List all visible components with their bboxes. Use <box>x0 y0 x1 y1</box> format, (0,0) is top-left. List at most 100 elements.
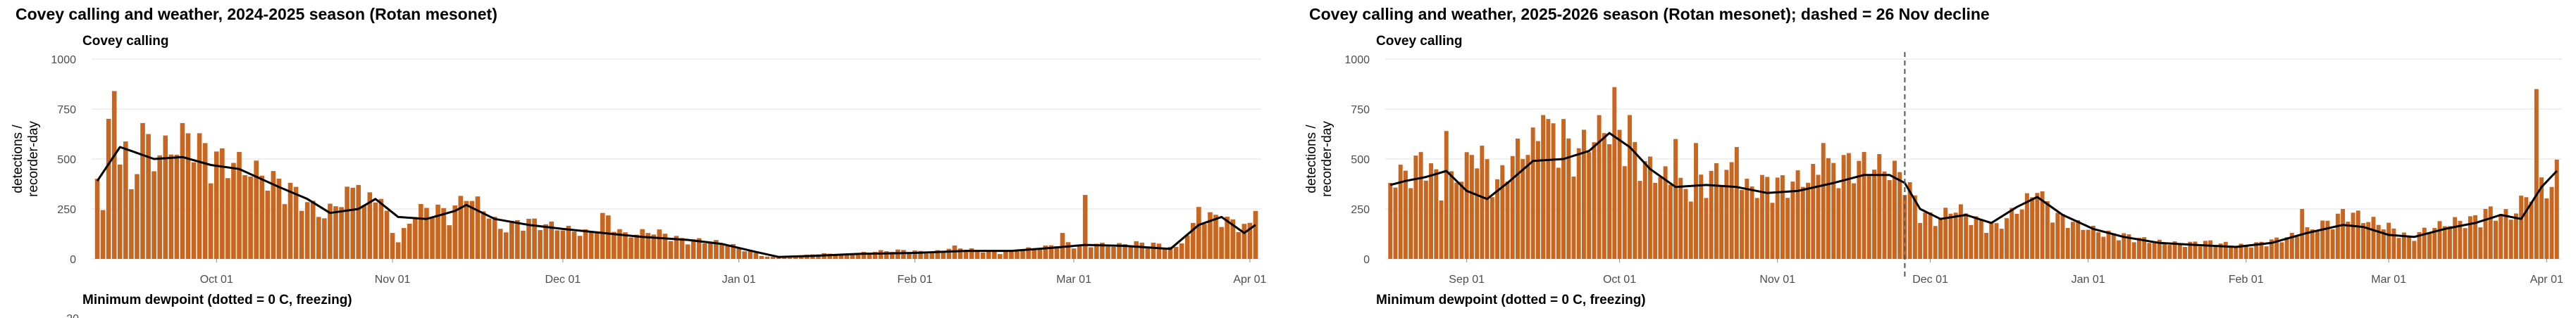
bar <box>94 179 100 259</box>
bar <box>708 241 713 259</box>
bar <box>2117 240 2122 259</box>
bar <box>2371 217 2376 259</box>
bar <box>2055 212 2060 259</box>
bar <box>441 208 446 259</box>
bar <box>2142 237 2147 259</box>
bar <box>1500 165 1505 259</box>
bar <box>1597 115 1602 259</box>
bar <box>2320 220 2325 259</box>
bar <box>1826 158 1831 259</box>
bar <box>1999 229 2004 259</box>
bar <box>464 201 469 259</box>
bar <box>390 233 395 259</box>
bar <box>1530 127 1535 259</box>
bar <box>1469 155 1474 259</box>
bar <box>1100 243 1105 259</box>
bar <box>1418 152 1423 259</box>
bar <box>1607 144 1612 259</box>
bar <box>623 232 628 259</box>
bar <box>1673 139 1678 259</box>
bar <box>458 196 464 259</box>
x-tick-label: Oct 01 <box>1603 274 1636 286</box>
y-axis-label-line: detections / <box>11 125 25 193</box>
bar <box>1009 250 1014 259</box>
bar <box>1429 163 1434 259</box>
bar <box>2122 233 2126 259</box>
bar <box>1897 172 1902 259</box>
panel-2024-2025: Covey calling and weather, 2024-2025 sea… <box>11 5 1267 318</box>
bar <box>1179 243 1184 259</box>
bar <box>1633 141 1637 259</box>
bar <box>691 239 696 259</box>
bar <box>1872 170 1876 259</box>
x-tick-label: Feb 01 <box>2229 274 2264 286</box>
bar <box>1750 186 1754 259</box>
bar <box>1247 222 1253 259</box>
bar <box>770 257 776 259</box>
bar <box>719 243 724 259</box>
bar <box>1663 166 1668 259</box>
bar <box>566 225 571 259</box>
bar <box>924 253 929 259</box>
bar <box>736 247 741 259</box>
bar <box>1994 223 1999 259</box>
bar <box>2264 246 2269 259</box>
bar <box>1077 245 1082 259</box>
bar <box>231 163 236 259</box>
bar <box>276 178 282 259</box>
bar <box>2010 208 2014 259</box>
bar <box>2234 246 2238 259</box>
bar <box>1190 222 1196 259</box>
bar <box>1699 174 1704 259</box>
bar <box>958 248 963 259</box>
bar <box>1475 168 1480 259</box>
y-axis-label: detections /recorder-day <box>1304 121 1335 197</box>
bar <box>2442 226 2447 259</box>
bar <box>1806 182 1811 259</box>
bar <box>1790 182 1795 259</box>
bar <box>1785 198 1790 259</box>
bar <box>941 250 946 259</box>
bar <box>2407 235 2412 259</box>
bar <box>1754 198 1759 259</box>
bar <box>316 217 321 259</box>
bar <box>617 229 622 259</box>
bar <box>1816 174 1821 259</box>
bar <box>1043 246 1048 259</box>
bar <box>2478 227 2483 259</box>
bar <box>1054 246 1060 259</box>
bar <box>1882 171 1887 259</box>
bar <box>1852 183 1857 259</box>
bar <box>1253 210 1258 259</box>
bar <box>322 218 327 259</box>
bar <box>237 151 242 259</box>
bar <box>912 250 917 259</box>
bar <box>497 229 503 259</box>
bar <box>1202 224 1207 259</box>
bar <box>1658 177 1663 259</box>
bar <box>1408 188 1413 259</box>
bar <box>151 171 156 259</box>
bar <box>628 237 633 259</box>
bar <box>2229 245 2234 259</box>
bar <box>1688 201 1693 259</box>
bar <box>1923 212 1928 259</box>
x-tick-label: Apr 01 <box>1233 274 1266 286</box>
bar <box>407 223 412 259</box>
bar <box>1490 197 1494 259</box>
bar <box>1444 131 1449 259</box>
bar <box>2289 232 2294 259</box>
bar <box>1454 182 1459 259</box>
y-tick-label: 500 <box>1351 154 1370 166</box>
panel-2025-2026: Covey calling and weather, 2025-2026 sea… <box>1304 5 2563 307</box>
bar <box>378 198 384 259</box>
bar <box>367 192 373 259</box>
bar <box>2437 221 2442 259</box>
bar <box>1642 161 1647 259</box>
bar <box>781 257 787 259</box>
y-axis-label: detections /recorder-day <box>11 121 41 197</box>
bar <box>2157 239 2162 259</box>
bar <box>1449 171 1454 259</box>
x-tick-label: Nov 01 <box>375 274 411 286</box>
bar <box>521 230 526 259</box>
